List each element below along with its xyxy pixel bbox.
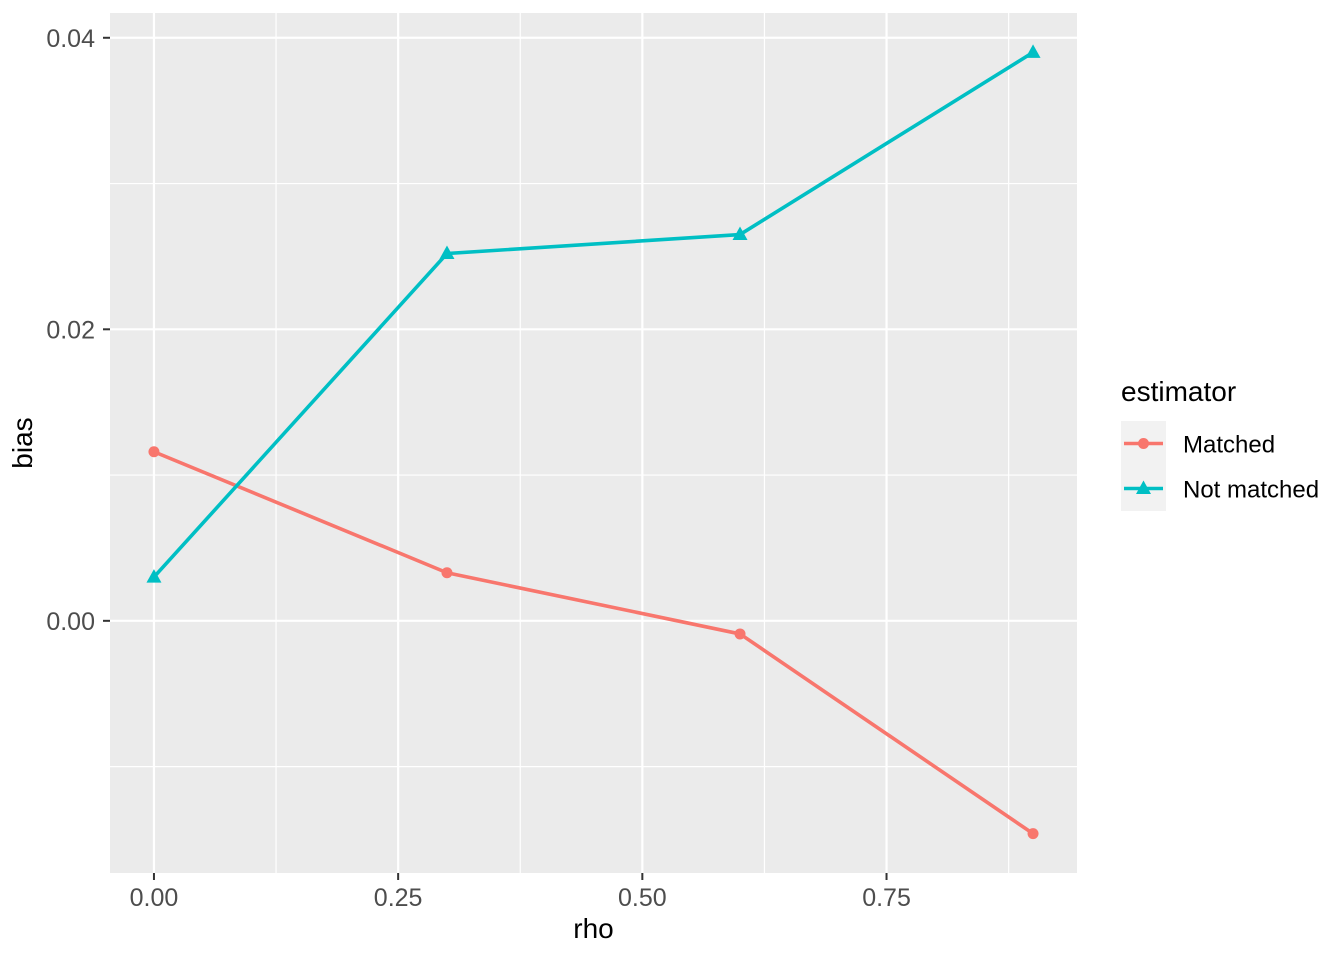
data-point-matched-circle-icon — [734, 628, 746, 640]
axis-ticks — [103, 36, 888, 880]
data-point-not-matched-triangle-icon — [1025, 44, 1041, 58]
data-point-matched-circle-icon — [1027, 828, 1039, 840]
x-tick-label: 0.00 — [130, 884, 179, 912]
series-line-not-matched — [152, 50, 1035, 579]
y-axis-title: bias — [7, 417, 38, 468]
legend-item-label: Not matched — [1183, 477, 1319, 504]
minor-gridlines — [110, 13, 1077, 873]
legend-item-label: Matched — [1183, 432, 1275, 459]
legend-marker-triangle-icon — [1136, 480, 1151, 494]
y-tick-label: 0.04 — [46, 25, 95, 53]
y-tick-label: 0.02 — [46, 316, 95, 344]
legend-title: estimator — [1121, 376, 1236, 407]
x-tick-label: 0.50 — [618, 884, 667, 912]
data-point-not-matched-triangle-icon — [732, 226, 748, 241]
y-tick-label: 0.00 — [46, 608, 95, 636]
plot-panel — [110, 13, 1077, 873]
legend — [1121, 421, 1166, 511]
data-point-matched-circle-icon — [148, 446, 160, 458]
x-tick-label: 0.75 — [862, 884, 911, 912]
series-not-matched — [146, 44, 1041, 583]
data-point-not-matched-triangle-icon — [439, 245, 455, 260]
series-line-matched — [153, 450, 1035, 836]
x-axis-title: rho — [573, 913, 613, 944]
data-point-matched-circle-icon — [441, 567, 453, 579]
x-tick-label: 0.25 — [374, 884, 423, 912]
data-point-not-matched-triangle-icon — [146, 569, 162, 583]
series-matched — [148, 446, 1039, 840]
legend-marker-circle-icon — [1138, 438, 1149, 449]
major-gridlines — [110, 13, 1077, 873]
